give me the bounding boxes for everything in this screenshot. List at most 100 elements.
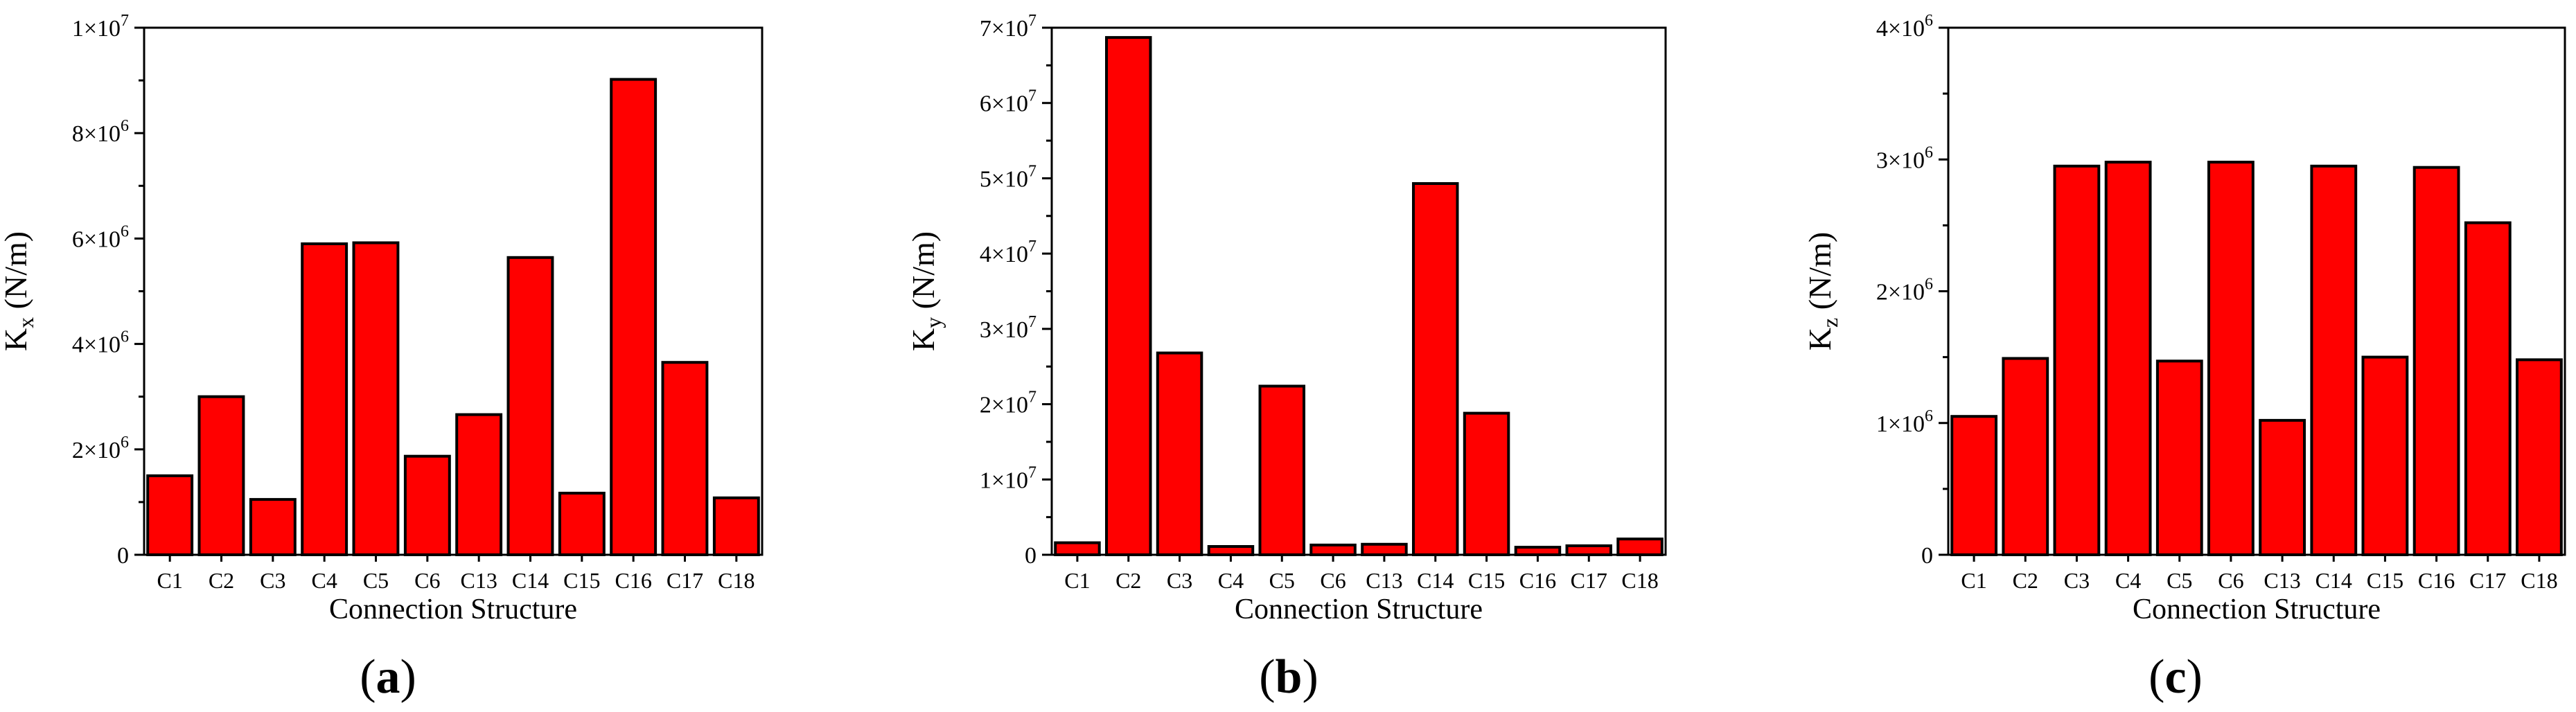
y-tick-label: 1×107: [72, 12, 129, 42]
y-tick-label: 4×107: [980, 238, 1036, 267]
bar-C6: [2207, 161, 2255, 557]
y-tick-label: 4×106: [72, 328, 129, 358]
y-tick-label: 0: [1025, 543, 1036, 569]
bar-C16: [2412, 166, 2460, 556]
bar-C3: [249, 498, 297, 556]
x-tick-label: C3: [2064, 568, 2090, 593]
x-tick-label: C3: [1167, 568, 1192, 593]
bar-C13: [455, 413, 503, 556]
x-tick-label: C2: [209, 568, 234, 593]
x-axis-label: Connection Structure: [1235, 594, 1483, 625]
x-tick-label: C4: [311, 568, 337, 593]
x-tick-label: C14: [512, 568, 549, 593]
x-tick-label: C16: [615, 568, 651, 593]
x-tick-label: C5: [363, 568, 389, 593]
bar-C17: [1565, 544, 1612, 556]
y-tick-label: 8×106: [72, 117, 129, 147]
x-tick-label: C4: [2115, 568, 2141, 593]
panel-label: (a): [360, 650, 416, 704]
x-tick-label: C17: [2469, 568, 2506, 593]
x-tick-label: C3: [260, 568, 285, 593]
x-tick-label: C14: [1417, 568, 1454, 593]
bar-C5: [2155, 359, 2203, 556]
bar-C17: [661, 361, 709, 556]
y-tick-label: 7×107: [980, 12, 1036, 42]
x-tick-label: C6: [2218, 568, 2243, 593]
panel-label: (c): [2149, 650, 2203, 704]
y-tick-label: 6×106: [72, 222, 129, 252]
x-tick-label: C4: [1218, 568, 1244, 593]
chart-panel-b: 0 1×107 2×107 3×107 4×107 5×107 6×107 7×107 C1 C2…: [906, 12, 1667, 704]
bar-C16: [1514, 546, 1562, 556]
y-tick-label: 1×107: [980, 463, 1036, 493]
x-tick-label: C16: [1519, 568, 1556, 593]
bar-C3: [2053, 164, 2101, 557]
x-tick-label: C6: [414, 568, 440, 593]
y-tick-label: 5×107: [980, 162, 1036, 192]
x-tick-label: C1: [1961, 568, 1986, 593]
y-tick-label: 3×106: [1876, 143, 1933, 173]
bar-C1: [146, 474, 194, 557]
y-tick-label: 0: [117, 543, 129, 569]
bar-C3: [1156, 351, 1203, 556]
x-tick-label: C5: [2167, 568, 2192, 593]
y-tick-label: 2×106: [1876, 276, 1933, 305]
x-tick-label: C2: [2013, 568, 2038, 593]
x-tick-label: C15: [1468, 568, 1505, 593]
bar-C15: [1463, 411, 1510, 556]
bar-C2: [2002, 357, 2049, 556]
bar-C5: [1258, 384, 1305, 556]
bar-C18: [712, 496, 760, 556]
bar-C1: [1054, 541, 1101, 556]
bar-C5: [352, 241, 400, 556]
bar-C18: [1616, 537, 1664, 557]
bar-C4: [2104, 161, 2152, 557]
x-tick-label: C17: [1571, 568, 1607, 593]
x-tick-label: C13: [1366, 568, 1402, 593]
y-tick-label: 2×107: [980, 389, 1036, 418]
x-tick-label: C15: [563, 568, 600, 593]
bar-C13: [2259, 418, 2306, 557]
y-axis-label: Kx (N/m): [0, 231, 38, 351]
bar-C14: [506, 256, 554, 556]
bar-C6: [403, 454, 451, 557]
x-tick-label: C15: [2367, 568, 2403, 593]
y-axis-label: Kz (N/m): [1802, 232, 1842, 350]
bar-C17: [2464, 221, 2512, 556]
bar-C4: [1207, 545, 1255, 556]
panel-label: (b): [1259, 650, 1318, 704]
y-tick-label: 1×106: [1876, 407, 1933, 437]
bar-C15: [558, 492, 606, 556]
x-tick-label: C2: [1115, 568, 1141, 593]
bar-C6: [1309, 543, 1357, 557]
x-tick-label: C14: [2315, 568, 2352, 593]
x-tick-label: C13: [460, 568, 497, 593]
bar-C2: [1105, 36, 1152, 557]
bar-C14: [1412, 182, 1459, 556]
x-axis-label: Connection Structure: [329, 594, 577, 625]
x-tick-label: C18: [718, 568, 755, 593]
y-tick-label: 6×107: [980, 87, 1036, 117]
x-tick-label: C18: [1621, 568, 1658, 593]
y-tick-label: 2×106: [72, 434, 129, 463]
bar-C14: [2310, 164, 2358, 557]
chart-panel-a: 0 2×106 4×106 6×106 8×106 1×107 C1 C2 C3 C4 C5 C6 C1…: [0, 12, 764, 704]
x-tick-label: C5: [1269, 568, 1295, 593]
y-axis-label: Ky (N/m): [906, 231, 946, 351]
bar-C18: [2516, 358, 2563, 557]
bar-C16: [610, 78, 658, 557]
bar-C2: [197, 395, 245, 557]
x-tick-label: C18: [2521, 568, 2557, 593]
y-tick-label: 0: [1921, 543, 1933, 569]
bar-C15: [2361, 355, 2409, 556]
bar-C4: [301, 242, 349, 556]
x-tick-label: C16: [2418, 568, 2455, 593]
x-tick-label: C1: [157, 568, 182, 593]
x-axis-label: Connection Structure: [2133, 594, 2381, 625]
x-tick-label: C13: [2264, 568, 2300, 593]
y-tick-label: 4×106: [1876, 12, 1933, 42]
bar-C1: [1950, 415, 1997, 557]
x-tick-label: C17: [667, 568, 703, 593]
